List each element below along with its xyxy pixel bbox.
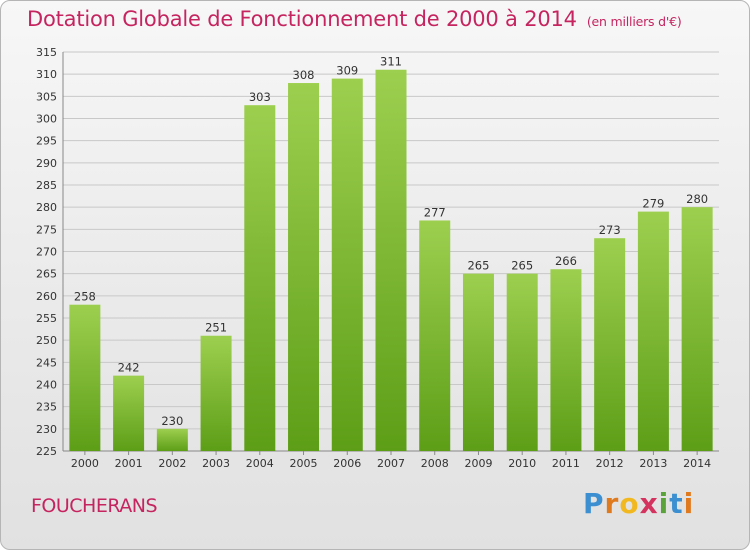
chart-title-text: Dotation Globale de Fonctionnement de 20… [27,7,577,31]
y-tick-label: 250 [36,334,57,347]
bar-value-label: 265 [511,259,533,273]
bar-value-label: 277 [424,205,446,219]
bar-value-label: 266 [555,254,577,268]
bar [288,83,320,452]
bar [331,78,363,451]
bar [506,273,538,451]
proxiti-logo: Proxiti [583,487,695,520]
bar-value-label: 303 [249,90,271,104]
y-tick-label: 240 [36,379,57,392]
y-tick-label: 245 [36,356,57,369]
bar [375,69,407,451]
bar [637,211,669,451]
bar [113,375,145,451]
bar-value-label: 273 [599,223,621,237]
x-tick-label: 2010 [508,457,536,470]
bar-value-label: 230 [161,414,183,428]
bar [594,238,626,451]
chart-title: Dotation Globale de Fonctionnement de 20… [27,7,682,31]
bar-value-label: 258 [74,290,96,304]
bar-value-label: 242 [118,361,140,375]
x-tick-label: 2011 [552,457,580,470]
bar [681,207,713,451]
x-tick-label: 2001 [115,457,143,470]
bar-value-label: 311 [380,55,402,69]
y-tick-label: 260 [36,290,57,303]
bar [419,220,451,451]
x-tick-label: 2013 [639,457,667,470]
bar-value-label: 251 [205,321,227,335]
bar [156,428,188,451]
x-tick-label: 2006 [333,457,361,470]
y-tick-label: 225 [36,445,57,458]
bar-value-label: 265 [467,259,489,273]
bar [200,335,232,451]
bar-value-label: 308 [293,68,315,82]
y-tick-label: 290 [36,157,57,170]
y-tick-label: 235 [36,401,57,414]
y-tick-label: 270 [36,246,57,259]
bar [462,273,494,451]
x-tick-label: 2008 [421,457,449,470]
y-tick-label: 275 [36,223,57,236]
commune-name: FOUCHERANS [31,495,158,517]
bar [550,269,582,451]
bar-value-label: 309 [336,64,358,78]
y-tick-label: 230 [36,423,57,436]
y-tick-label: 285 [36,179,57,192]
x-tick-label: 2005 [290,457,318,470]
y-tick-label: 310 [36,68,57,81]
bar [244,105,276,451]
y-tick-label: 305 [36,90,57,103]
x-tick-label: 2014 [683,457,711,470]
x-tick-label: 2002 [158,457,186,470]
x-tick-label: 2007 [377,457,405,470]
x-tick-label: 2012 [596,457,624,470]
bar-value-label: 279 [642,197,664,211]
bar-value-label: 280 [686,192,708,206]
x-tick-label: 2003 [202,457,230,470]
y-tick-label: 280 [36,201,57,214]
y-tick-label: 265 [36,268,57,281]
x-tick-label: 2009 [464,457,492,470]
y-tick-label: 295 [36,135,57,148]
chart-unit: (en milliers d'€) [586,14,682,29]
x-tick-label: 2004 [246,457,274,470]
y-tick-label: 300 [36,113,57,126]
y-tick-label: 315 [36,46,57,59]
y-tick-label: 255 [36,312,57,325]
x-tick-label: 2000 [71,457,99,470]
bar [69,304,101,451]
